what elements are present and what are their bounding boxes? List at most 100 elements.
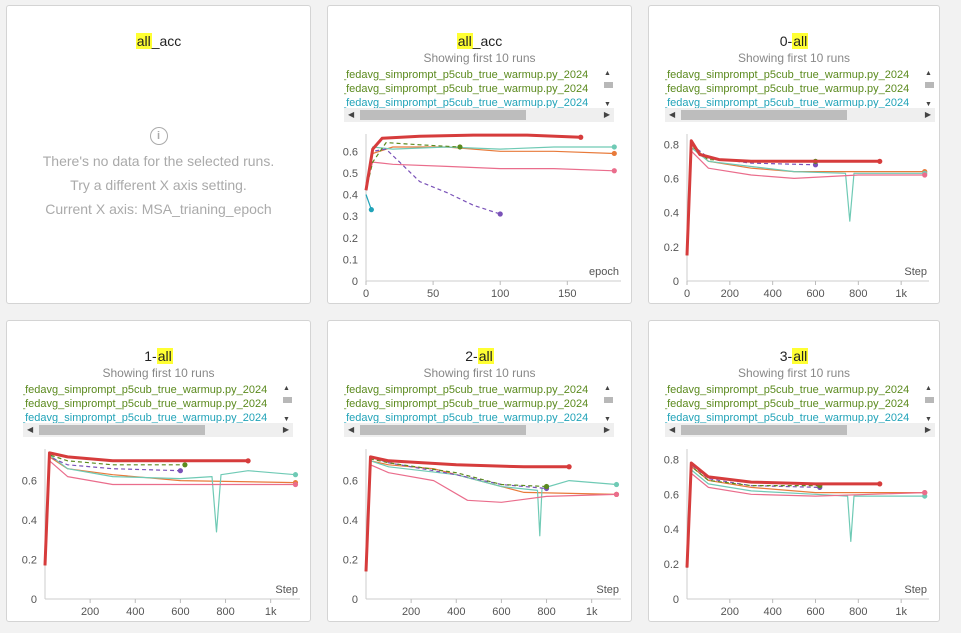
panel-title: 2-all	[465, 348, 494, 364]
scroll-up-icon[interactable]: ▲	[604, 385, 611, 392]
legend-vertical-scrollbar[interactable]: ▲ ▼	[602, 383, 614, 425]
scroll-right-icon[interactable]: ▶	[603, 110, 610, 119]
x-tick-label: 600	[171, 606, 189, 618]
x-tick-label: 600	[806, 606, 824, 618]
legend-horizontal-scrollbar[interactable]: ◀ ▶	[344, 423, 614, 437]
panel-subtitle: Showing first 10 runs	[102, 366, 215, 380]
legend-entry[interactable]: _fedavg_simprompt_p5cub_true_warmup.py_2…	[344, 83, 589, 95]
scroll-thumb[interactable]	[681, 110, 847, 120]
legend-horizontal-scrollbar[interactable]: ◀ ▶	[665, 423, 935, 437]
line-chart: 0 0.2 0.4 0.6 0.8 200 400 600 800 1k Step	[664, 449, 929, 618]
scroll-left-icon[interactable]: ◀	[669, 110, 676, 119]
legend[interactable]: _fedavg_simprompt_p5cub_true_warmup.py_2…	[344, 68, 614, 110]
legend-entry[interactable]: _fedavg_simprompt_p5cub_true_warmup.py_2…	[665, 69, 910, 81]
legend[interactable]: _fedavg_simprompt_p5cub_true_warmup.py_2…	[344, 383, 614, 425]
x-tick-label: 1k	[265, 606, 277, 618]
x-tick-label: 800	[849, 606, 867, 618]
legend-entry[interactable]: _fedavg_simprompt_p5cub_true_warmup.py_2…	[23, 398, 268, 410]
legend-entry[interactable]: _fedavg_simprompt_p5cub_true_warmup.py_2…	[665, 412, 910, 424]
scroll-thumb[interactable]	[925, 82, 934, 88]
scroll-left-icon[interactable]: ◀	[27, 425, 34, 434]
y-tick-label: 0.3	[343, 211, 358, 223]
legend-entry[interactable]: _fedavg_simprompt_p5cub_true_warmup.py_2…	[344, 69, 589, 81]
scroll-left-icon[interactable]: ◀	[669, 425, 676, 434]
legend-vertical-scrollbar[interactable]: ▲ ▼	[923, 383, 935, 425]
panel-title: 3-all	[779, 348, 809, 364]
legend-entry[interactable]: _fedavg_simprompt_p5cub_true_warmup.py_2…	[665, 398, 910, 410]
scroll-left-icon[interactable]: ◀	[348, 425, 355, 434]
scroll-thumb[interactable]	[681, 425, 847, 435]
scroll-right-icon[interactable]: ▶	[603, 425, 610, 434]
series-end-point	[578, 134, 584, 140]
legend-horizontal-scrollbar[interactable]: ◀ ▶	[23, 423, 293, 437]
legend-vertical-scrollbar[interactable]: ▲ ▼	[923, 68, 935, 110]
legend-horizontal-scrollbar[interactable]: ◀ ▶	[665, 108, 935, 122]
legend[interactable]: _fedavg_simprompt_p5cub_true_warmup.py_2…	[665, 383, 935, 425]
scroll-right-icon[interactable]: ▶	[924, 110, 931, 119]
chart-panel-2-all[interactable]: 2-all Showing first 10 runs _fedavg_simp…	[327, 320, 632, 622]
scroll-thumb[interactable]	[604, 397, 613, 403]
legend-entry[interactable]: _fedavg_simprompt_p5cub_true_warmup.py_2…	[344, 97, 589, 109]
scroll-down-icon[interactable]: ▼	[925, 416, 932, 423]
legend-horizontal-scrollbar[interactable]: ◀ ▶	[344, 108, 614, 122]
legend-vertical-scrollbar[interactable]: ▲ ▼	[602, 68, 614, 110]
scroll-up-icon[interactable]: ▲	[925, 70, 932, 77]
series-line	[365, 464, 617, 572]
legend-entry[interactable]: _fedavg_simprompt_p5cub_true_warmup.py_2…	[344, 412, 589, 424]
series-line	[685, 461, 880, 568]
legend[interactable]: _fedavg_simprompt_p5cub_true_warmup.py_2…	[665, 68, 935, 110]
scroll-thumb[interactable]	[283, 397, 292, 403]
series-end-point	[613, 481, 620, 488]
scroll-down-icon[interactable]: ▼	[925, 101, 932, 108]
chart-panel-1-all[interactable]: 1-all Showing first 10 runs _fedavg_simp…	[6, 320, 311, 622]
legend-entry[interactable]: _fedavg_simprompt_p5cub_true_warmup.py_2…	[23, 384, 268, 396]
scroll-thumb[interactable]	[604, 82, 613, 88]
series-line	[44, 460, 296, 566]
y-tick-label: 0.2	[664, 559, 679, 571]
series-line	[686, 464, 820, 568]
x-tick-label: 200	[81, 606, 99, 618]
y-tick-label: 0.4	[664, 208, 679, 220]
chart-panel-0-all[interactable]: 0-all Showing first 10 runs _fedavg_simp…	[648, 5, 940, 304]
scroll-down-icon[interactable]: ▼	[283, 416, 290, 423]
x-tick-label: 1k	[586, 606, 598, 618]
line-chart: 0 0.1 0.2 0.3 0.4 0.5 0.6 0 50 100 150 epoch	[343, 133, 621, 300]
series-line	[686, 465, 925, 568]
legend-entry[interactable]: _fedavg_simprompt_p5cub_true_warmup.py_2…	[344, 398, 589, 410]
legend-entry[interactable]: _fedavg_simprompt_p5cub_true_warmup.py_2…	[665, 83, 910, 95]
scroll-right-icon[interactable]: ▶	[282, 425, 289, 434]
y-tick-label: 0.5	[343, 168, 358, 180]
legend[interactable]: _fedavg_simprompt_p5cub_true_warmup.py_2…	[23, 383, 293, 425]
empty-line-3: Current X axis: MSA_trianing_epoch	[45, 201, 272, 217]
legend-vertical-scrollbar[interactable]: ▲ ▼	[281, 383, 293, 425]
y-tick-label: 0.6	[343, 476, 358, 488]
scroll-up-icon[interactable]: ▲	[604, 70, 611, 77]
chart-panel-all-acc[interactable]: all_acc Showing first 10 runs _fedavg_si…	[327, 5, 632, 304]
legend-entry[interactable]: _fedavg_simprompt_p5cub_true_warmup.py_2…	[344, 384, 589, 396]
y-tick-label: 0.2	[664, 242, 679, 254]
scroll-down-icon[interactable]: ▼	[604, 416, 611, 423]
scroll-left-icon[interactable]: ◀	[348, 110, 355, 119]
panel-title: 1-all	[144, 348, 173, 364]
legend-entry[interactable]: _fedavg_simprompt_p5cub_true_warmup.py_2…	[665, 384, 910, 396]
legend-entry[interactable]: _fedavg_simprompt_p5cub_true_warmup.py_2…	[665, 97, 910, 109]
x-tick-label: 600	[806, 288, 824, 300]
x-tick-label: 400	[763, 606, 781, 618]
series-end-point	[877, 481, 883, 487]
legend-entry[interactable]: _fedavg_simprompt_p5cub_true_warmup.py_2…	[23, 412, 268, 424]
scroll-thumb[interactable]	[360, 110, 526, 120]
scroll-down-icon[interactable]: ▼	[604, 101, 611, 108]
x-tick-label: 0	[684, 288, 690, 300]
series-line	[44, 454, 296, 566]
scroll-up-icon[interactable]: ▲	[925, 385, 932, 392]
scroll-thumb[interactable]	[39, 425, 205, 435]
scroll-up-icon[interactable]: ▲	[283, 385, 290, 392]
scroll-thumb[interactable]	[360, 425, 526, 435]
empty-line-2: Try a different X axis setting.	[70, 177, 247, 193]
series-end-point	[182, 462, 188, 468]
line-chart: 0 0.2 0.4 0.6 0.8 0 200 400 600 800 1k Step	[664, 134, 929, 300]
chart-panel-3-all[interactable]: 3-all Showing first 10 runs _fedavg_simp…	[648, 320, 940, 622]
info-icon: i	[149, 127, 168, 145]
scroll-thumb[interactable]	[925, 397, 934, 403]
scroll-right-icon[interactable]: ▶	[924, 425, 931, 434]
